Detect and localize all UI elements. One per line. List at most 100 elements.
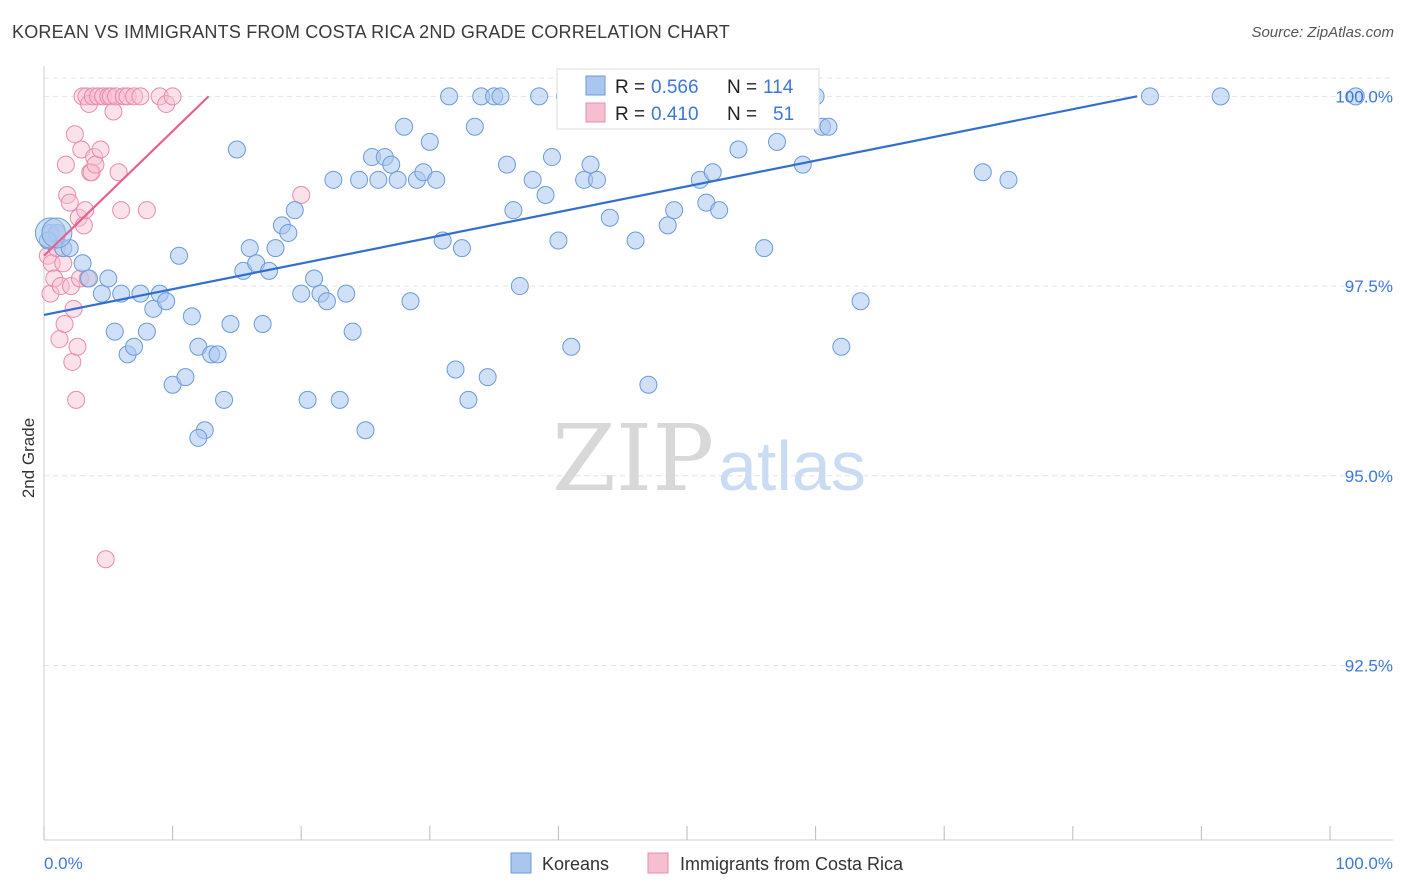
korean-point	[581, 155, 600, 174]
korean-point	[420, 132, 439, 151]
korean-point	[337, 284, 356, 303]
korean-point	[369, 170, 388, 189]
trendlines	[43, 95, 1138, 316]
y-tick-labels: 100.0% 97.5% 95.0% 92.5%	[1335, 87, 1393, 675]
source-credit: Source: ZipAtlas.com	[1251, 24, 1394, 41]
korean-point	[343, 322, 362, 341]
costa-rica-point	[45, 269, 64, 288]
korean-point-large	[41, 217, 73, 249]
chart-title: KOREAN VS IMMIGRANTS FROM COSTA RICA 2ND…	[12, 22, 730, 42]
legend-costa-rica-swatch[interactable]	[647, 852, 669, 874]
korean-point	[253, 315, 272, 333]
stats-blue-n-value: 114	[763, 77, 794, 98]
korean-point	[266, 239, 285, 258]
korean-point	[710, 201, 729, 220]
korean-trendline	[43, 95, 1138, 316]
korean-point	[356, 421, 375, 440]
korean-point	[703, 163, 722, 182]
watermark-atlas: atlas	[718, 427, 866, 505]
costa-rica-point	[56, 155, 75, 174]
stats-blue-n-label: N =	[727, 77, 757, 98]
costa-rica-point	[83, 87, 102, 106]
x-tick-label-max: 100.0%	[1335, 854, 1393, 873]
stats-pink-swatch	[585, 102, 606, 123]
costa-rica-point	[41, 284, 60, 303]
korean-point	[536, 186, 555, 204]
korean-point	[99, 269, 118, 288]
costa-rica-point	[91, 140, 110, 159]
stats-pink-r-label: R =	[615, 104, 645, 125]
korean-point	[478, 368, 497, 387]
korean-point	[639, 375, 658, 394]
korean-point	[832, 337, 851, 356]
korean-point	[208, 345, 227, 364]
korean-point	[851, 292, 870, 311]
costa-rica-point	[85, 148, 104, 167]
costa-rica-point	[109, 163, 128, 182]
legend-costa-rica-label[interactable]: Immigrants from Costa Rica	[680, 854, 904, 874]
stats-pink-r-value: 0.410	[651, 104, 699, 125]
korean-point	[279, 223, 298, 242]
korean-point	[459, 390, 478, 409]
korean-point	[549, 231, 568, 250]
costa-rica-point	[125, 87, 144, 106]
korean-point	[395, 117, 414, 136]
korean-point	[215, 390, 234, 409]
korean-point	[600, 208, 619, 227]
korean-point	[755, 239, 774, 258]
costa-rica-point	[292, 186, 311, 204]
costa-rica-point	[137, 201, 156, 220]
korean-point	[92, 284, 111, 303]
korean-point	[189, 428, 208, 447]
korean-point	[658, 216, 677, 235]
korean-point	[504, 201, 523, 220]
korean-point	[350, 170, 369, 189]
axes	[43, 66, 1393, 841]
korean-point	[227, 140, 246, 159]
korean-point	[401, 292, 420, 311]
costa-rica-point	[65, 125, 84, 144]
korean-point	[465, 117, 484, 136]
korean-point	[626, 231, 645, 250]
costa-rica-point	[94, 87, 113, 106]
legend-koreans-swatch[interactable]	[510, 852, 532, 874]
korean-point	[388, 170, 407, 189]
stats-pink-n-value: 51	[773, 104, 794, 125]
y-tick-label: 100.0%	[1335, 87, 1393, 106]
korean-point	[182, 307, 201, 326]
y-tick-label: 95.0%	[1345, 467, 1393, 486]
korean-point	[510, 277, 529, 296]
korean-point	[221, 315, 240, 333]
korean-point	[562, 337, 581, 356]
costa-rica-point	[73, 87, 92, 106]
costa-rica-point	[74, 216, 93, 235]
costa-rica-point	[150, 87, 169, 106]
korean-point	[324, 170, 343, 189]
korean-point	[440, 87, 459, 106]
korean-point	[382, 155, 401, 174]
watermark-zip: ZIP	[552, 405, 714, 512]
costa-rica-point	[76, 201, 95, 220]
korean-point	[292, 284, 311, 303]
korean-point	[240, 239, 259, 258]
y-tick-label: 92.5%	[1345, 656, 1393, 675]
x-tick-labels: 0.0% 100.0%	[44, 854, 1393, 873]
korean-point	[497, 155, 516, 174]
costa-rica-point	[86, 155, 105, 174]
costa-rica-point	[67, 390, 86, 409]
costa-rica-point	[51, 277, 70, 296]
costa-rica-point	[63, 352, 82, 371]
costa-rica-point	[60, 193, 79, 212]
korean-point	[1140, 87, 1159, 106]
korean-point	[523, 170, 542, 189]
korean-point	[285, 201, 304, 220]
korean-point	[491, 87, 510, 106]
korean-point	[170, 246, 189, 265]
korean-point	[427, 170, 446, 189]
korean-point	[1346, 87, 1365, 106]
costa-rica-point	[112, 201, 131, 220]
legend-koreans-label[interactable]: Koreans	[542, 854, 609, 874]
korean-point	[1211, 87, 1230, 106]
korean-point	[665, 201, 684, 220]
